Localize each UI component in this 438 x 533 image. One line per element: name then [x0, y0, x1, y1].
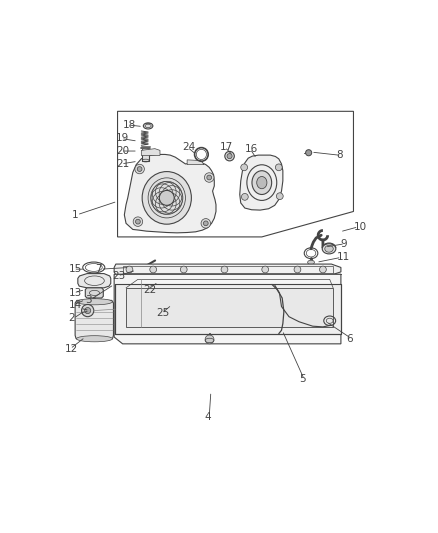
Ellipse shape [154, 280, 160, 284]
Polygon shape [75, 301, 113, 339]
Ellipse shape [180, 266, 187, 273]
Text: 5: 5 [299, 375, 306, 384]
Text: 11: 11 [336, 252, 350, 262]
Ellipse shape [205, 335, 214, 344]
Text: 4: 4 [204, 412, 211, 422]
Ellipse shape [207, 175, 212, 180]
Ellipse shape [276, 193, 283, 199]
Text: 18: 18 [123, 120, 136, 130]
Text: 13: 13 [68, 288, 81, 298]
Text: 10: 10 [353, 222, 367, 232]
Ellipse shape [294, 266, 301, 273]
Ellipse shape [225, 151, 234, 161]
Ellipse shape [134, 269, 139, 273]
Text: 20: 20 [116, 146, 129, 156]
Text: 24: 24 [182, 142, 195, 152]
Ellipse shape [77, 336, 113, 342]
Text: 6: 6 [346, 334, 353, 344]
Text: 1: 1 [72, 210, 78, 220]
Text: 25: 25 [156, 308, 170, 318]
Ellipse shape [205, 173, 214, 182]
Ellipse shape [142, 172, 191, 224]
Text: 23: 23 [113, 271, 126, 281]
Text: 2: 2 [68, 313, 75, 324]
Polygon shape [142, 150, 149, 160]
Ellipse shape [135, 164, 145, 174]
Ellipse shape [276, 164, 282, 171]
Text: 3: 3 [85, 295, 92, 305]
Polygon shape [240, 155, 283, 210]
Ellipse shape [262, 266, 268, 273]
Text: 7: 7 [95, 264, 102, 274]
Polygon shape [187, 160, 204, 165]
Ellipse shape [307, 260, 314, 264]
Polygon shape [85, 288, 103, 298]
Text: 17: 17 [219, 142, 233, 152]
Ellipse shape [320, 266, 326, 273]
Ellipse shape [257, 176, 267, 189]
Ellipse shape [322, 244, 336, 254]
Ellipse shape [241, 193, 248, 200]
Text: 12: 12 [65, 344, 78, 354]
Ellipse shape [143, 123, 153, 129]
Ellipse shape [227, 154, 232, 159]
Ellipse shape [77, 298, 113, 305]
Polygon shape [114, 274, 341, 344]
Text: 22: 22 [143, 285, 156, 295]
Polygon shape [124, 155, 216, 233]
Ellipse shape [201, 219, 211, 228]
Ellipse shape [126, 266, 133, 273]
Text: 19: 19 [116, 133, 129, 143]
Text: 14: 14 [68, 300, 81, 310]
Text: 9: 9 [340, 239, 346, 249]
Ellipse shape [81, 304, 94, 317]
Ellipse shape [159, 190, 174, 205]
Ellipse shape [241, 164, 247, 171]
Ellipse shape [221, 266, 228, 273]
Polygon shape [114, 264, 341, 275]
Text: 15: 15 [68, 264, 81, 274]
Ellipse shape [150, 266, 156, 273]
Polygon shape [115, 285, 341, 334]
Ellipse shape [203, 221, 208, 225]
Text: 21: 21 [116, 159, 129, 169]
Ellipse shape [85, 308, 91, 313]
Ellipse shape [135, 219, 140, 224]
Text: 8: 8 [336, 150, 343, 160]
Polygon shape [141, 149, 160, 156]
Ellipse shape [133, 217, 143, 227]
Ellipse shape [325, 245, 333, 252]
Ellipse shape [252, 171, 272, 195]
Text: 16: 16 [245, 144, 258, 154]
Ellipse shape [142, 148, 149, 151]
Polygon shape [78, 273, 111, 288]
Ellipse shape [306, 150, 312, 156]
Ellipse shape [170, 303, 173, 309]
Polygon shape [126, 288, 333, 327]
Ellipse shape [137, 167, 142, 172]
